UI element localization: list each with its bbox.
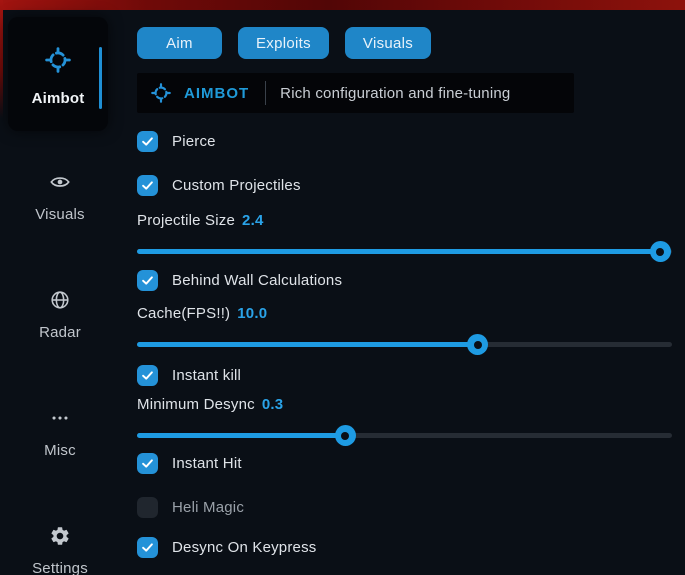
slider-label: Minimum Desync [137, 396, 255, 413]
checkbox-label: Behind Wall Calculations [172, 272, 343, 289]
gear-icon [49, 525, 71, 547]
checkbox-instant-kill[interactable] [137, 365, 158, 386]
checkbox-label: Desync On Keypress [172, 539, 317, 556]
slider-cache-fps[interactable] [137, 334, 672, 355]
header-divider [265, 81, 267, 105]
slider-handle[interactable] [467, 334, 489, 355]
checkbox-pierce[interactable] [137, 131, 158, 152]
checkbox-row-custom-projectiles[interactable]: Custom Projectiles [137, 175, 672, 196]
slider-fill [137, 249, 661, 254]
slider-projectile-size[interactable] [137, 241, 672, 262]
menu-panel: Aimbot Visuals Radar Misc Settings Aim Exploi… [0, 10, 685, 575]
active-tab-indicator [99, 47, 102, 109]
checkbox-label: Pierce [172, 133, 216, 150]
checkbox-label: Heli Magic [172, 499, 245, 516]
checkbox-row-instant-hit[interactable]: Instant Hit [137, 453, 672, 474]
main-content: Aim Exploits Visuals AIMBOT Rich configura… [120, 10, 685, 575]
slider-value: 2.4 [242, 212, 264, 229]
sidebar-item-label: Visuals [35, 206, 85, 223]
slider-value: 0.3 [261, 396, 284, 413]
checkbox-row-desync-on-keypress[interactable]: Desync On Keypress [137, 537, 672, 558]
slider-group-projectile-size: Projectile Size 2.4 [137, 212, 672, 262]
slider-fill [137, 433, 346, 438]
slider-label: Projectile Size [137, 212, 236, 229]
checkbox-row-behind-wall-calculations[interactable]: Behind Wall Calculations [137, 270, 672, 291]
checkbox-row-heli-magic[interactable]: Heli Magic [137, 497, 672, 518]
checkbox-row-instant-kill[interactable]: Instant kill [137, 365, 672, 386]
sidebar-item-label: Radar [39, 324, 81, 341]
crosshair-icon [45, 47, 71, 73]
sidebar-item-radar[interactable]: Radar [0, 289, 120, 341]
game-background-strip-top [0, 0, 685, 10]
sidebar-item-settings[interactable]: Settings [0, 525, 120, 575]
slider-label: Cache(FPS!!) [137, 305, 231, 322]
tab-exploits[interactable]: Exploits [238, 27, 329, 59]
slider-value: 10.0 [237, 305, 268, 322]
checkbox-custom-projectiles[interactable] [137, 175, 158, 196]
ellipsis-icon [49, 407, 71, 429]
checkbox-desync-on-keypress[interactable] [137, 537, 158, 558]
sidebar-item-aimbot[interactable]: Aimbot [8, 17, 108, 131]
sidebar-item-label: Settings [32, 560, 88, 575]
checkbox-instant-hit[interactable] [137, 453, 158, 474]
checkbox-heli-magic[interactable] [137, 497, 158, 518]
checkbox-behind-wall-calculations[interactable] [137, 270, 158, 291]
sidebar-item-label: Misc [44, 442, 76, 459]
section-header: AIMBOT Rich configuration and fine-tunin… [137, 73, 574, 113]
tab-bar: Aim Exploits Visuals [137, 27, 672, 59]
checkbox-label: Custom Projectiles [172, 177, 301, 194]
section-subtitle: Rich configuration and fine-tuning [280, 84, 511, 102]
sidebar: Aimbot Visuals Radar Misc Settings [0, 10, 120, 575]
checkbox-label: Instant Hit [172, 455, 242, 472]
sidebar-item-misc[interactable]: Misc [0, 407, 120, 459]
tab-visuals[interactable]: Visuals [344, 27, 432, 59]
checkbox-label: Instant kill [172, 367, 242, 384]
slider-group-minimum-desync: Minimum Desync 0.3 [137, 396, 672, 446]
slider-handle[interactable] [334, 425, 356, 446]
globe-icon [49, 289, 71, 311]
slider-fill [137, 342, 478, 347]
eye-icon [49, 171, 71, 193]
controls-list: Pierce Custom Projectiles Projectile Size 2… [137, 131, 672, 558]
section-title: AIMBOT [184, 84, 250, 102]
slider-group-cache-fps: Cache(FPS!!) 10.0 [137, 305, 672, 355]
game-background-strip-left [0, 0, 3, 118]
sidebar-item-visuals[interactable]: Visuals [0, 171, 120, 223]
sidebar-item-label: Aimbot [31, 90, 85, 107]
crosshair-icon [151, 83, 171, 103]
slider-minimum-desync[interactable] [137, 425, 672, 446]
checkbox-row-pierce[interactable]: Pierce [137, 131, 672, 152]
tab-aim[interactable]: Aim [137, 27, 222, 59]
slider-handle[interactable] [649, 241, 671, 262]
